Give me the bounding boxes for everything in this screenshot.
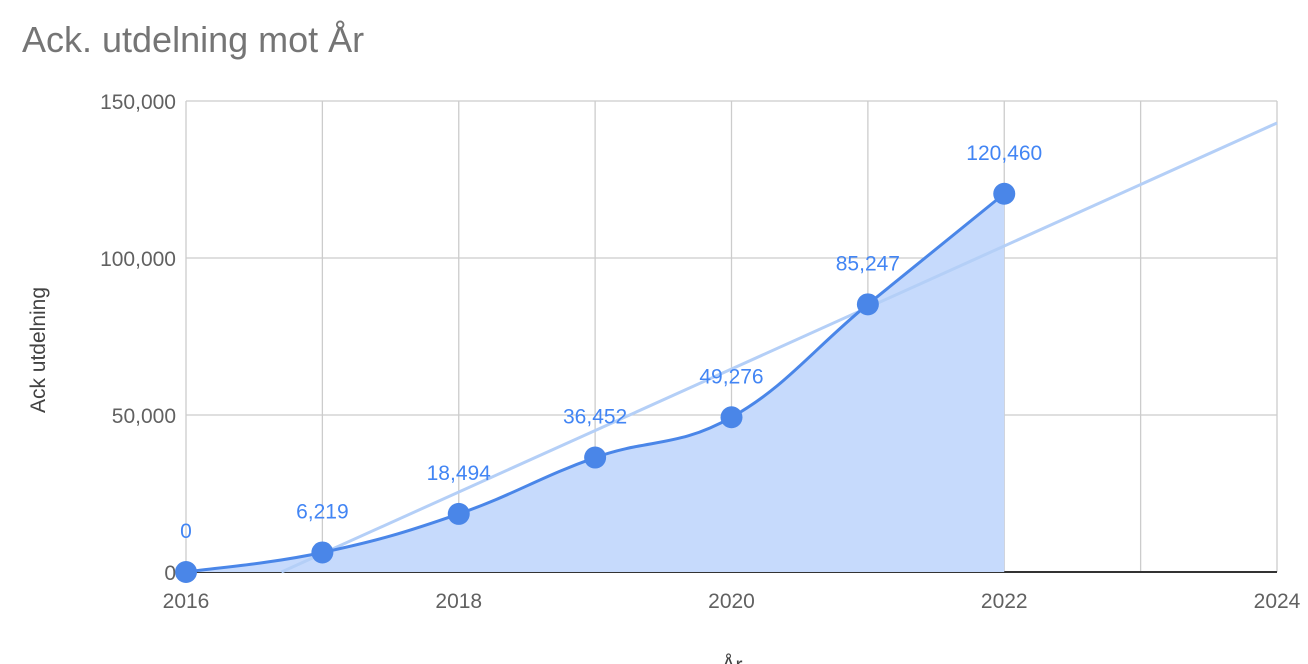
y-tick-label: 50,000 bbox=[112, 405, 176, 428]
data-label-2019: 36,452 bbox=[563, 406, 627, 429]
data-label-2021: 85,247 bbox=[836, 252, 900, 275]
y-tick-label: 100,000 bbox=[100, 248, 176, 271]
tick-labels: 0 50,000 100,000 150,000 2016 2018 2020 2022 202… bbox=[100, 91, 1301, 613]
trendline-layer bbox=[280, 121, 1278, 574]
data-point-2021 bbox=[856, 293, 879, 316]
x-tick-label: 2022 bbox=[981, 590, 1028, 613]
data-point-2016 bbox=[175, 561, 197, 583]
data-label-2017: 6,219 bbox=[296, 500, 349, 523]
y-tick-label: 0 bbox=[164, 562, 176, 585]
x-tick-label: 2016 bbox=[163, 590, 210, 613]
data-label-2018: 18,494 bbox=[427, 462, 492, 485]
x-axis-label: År bbox=[722, 654, 743, 664]
x-tick-label: 2020 bbox=[708, 590, 755, 613]
y-tick-label: 150,000 bbox=[100, 91, 176, 114]
data-labels: 0 6,219 18,494 36,452 49,276 85,247 120,460 bbox=[180, 142, 1042, 543]
data-point-2017 bbox=[311, 541, 334, 564]
data-point-2020 bbox=[720, 406, 743, 429]
data-points bbox=[175, 182, 1016, 583]
chart-title: Ack. utdelning mot År bbox=[22, 19, 364, 60]
y-axis-label: Ack utdelning bbox=[27, 287, 50, 413]
data-label-2016: 0 bbox=[180, 520, 192, 543]
x-tick-label: 2018 bbox=[435, 590, 482, 613]
data-point-2018 bbox=[447, 502, 470, 525]
data-label-2020: 49,276 bbox=[699, 365, 763, 388]
trendline bbox=[280, 121, 1278, 574]
data-label-2022: 120,460 bbox=[966, 142, 1042, 165]
x-tick-label: 2024 bbox=[1254, 590, 1301, 613]
area-layer bbox=[186, 193, 1005, 572]
data-point-2022 bbox=[993, 182, 1016, 205]
data-point-2019 bbox=[584, 446, 607, 469]
area-fill bbox=[186, 193, 1005, 572]
